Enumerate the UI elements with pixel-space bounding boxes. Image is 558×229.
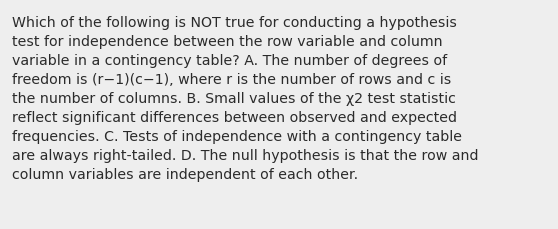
Text: Which of the following is NOT true for conducting a hypothesis
test for independ: Which of the following is NOT true for c… [12,16,479,181]
